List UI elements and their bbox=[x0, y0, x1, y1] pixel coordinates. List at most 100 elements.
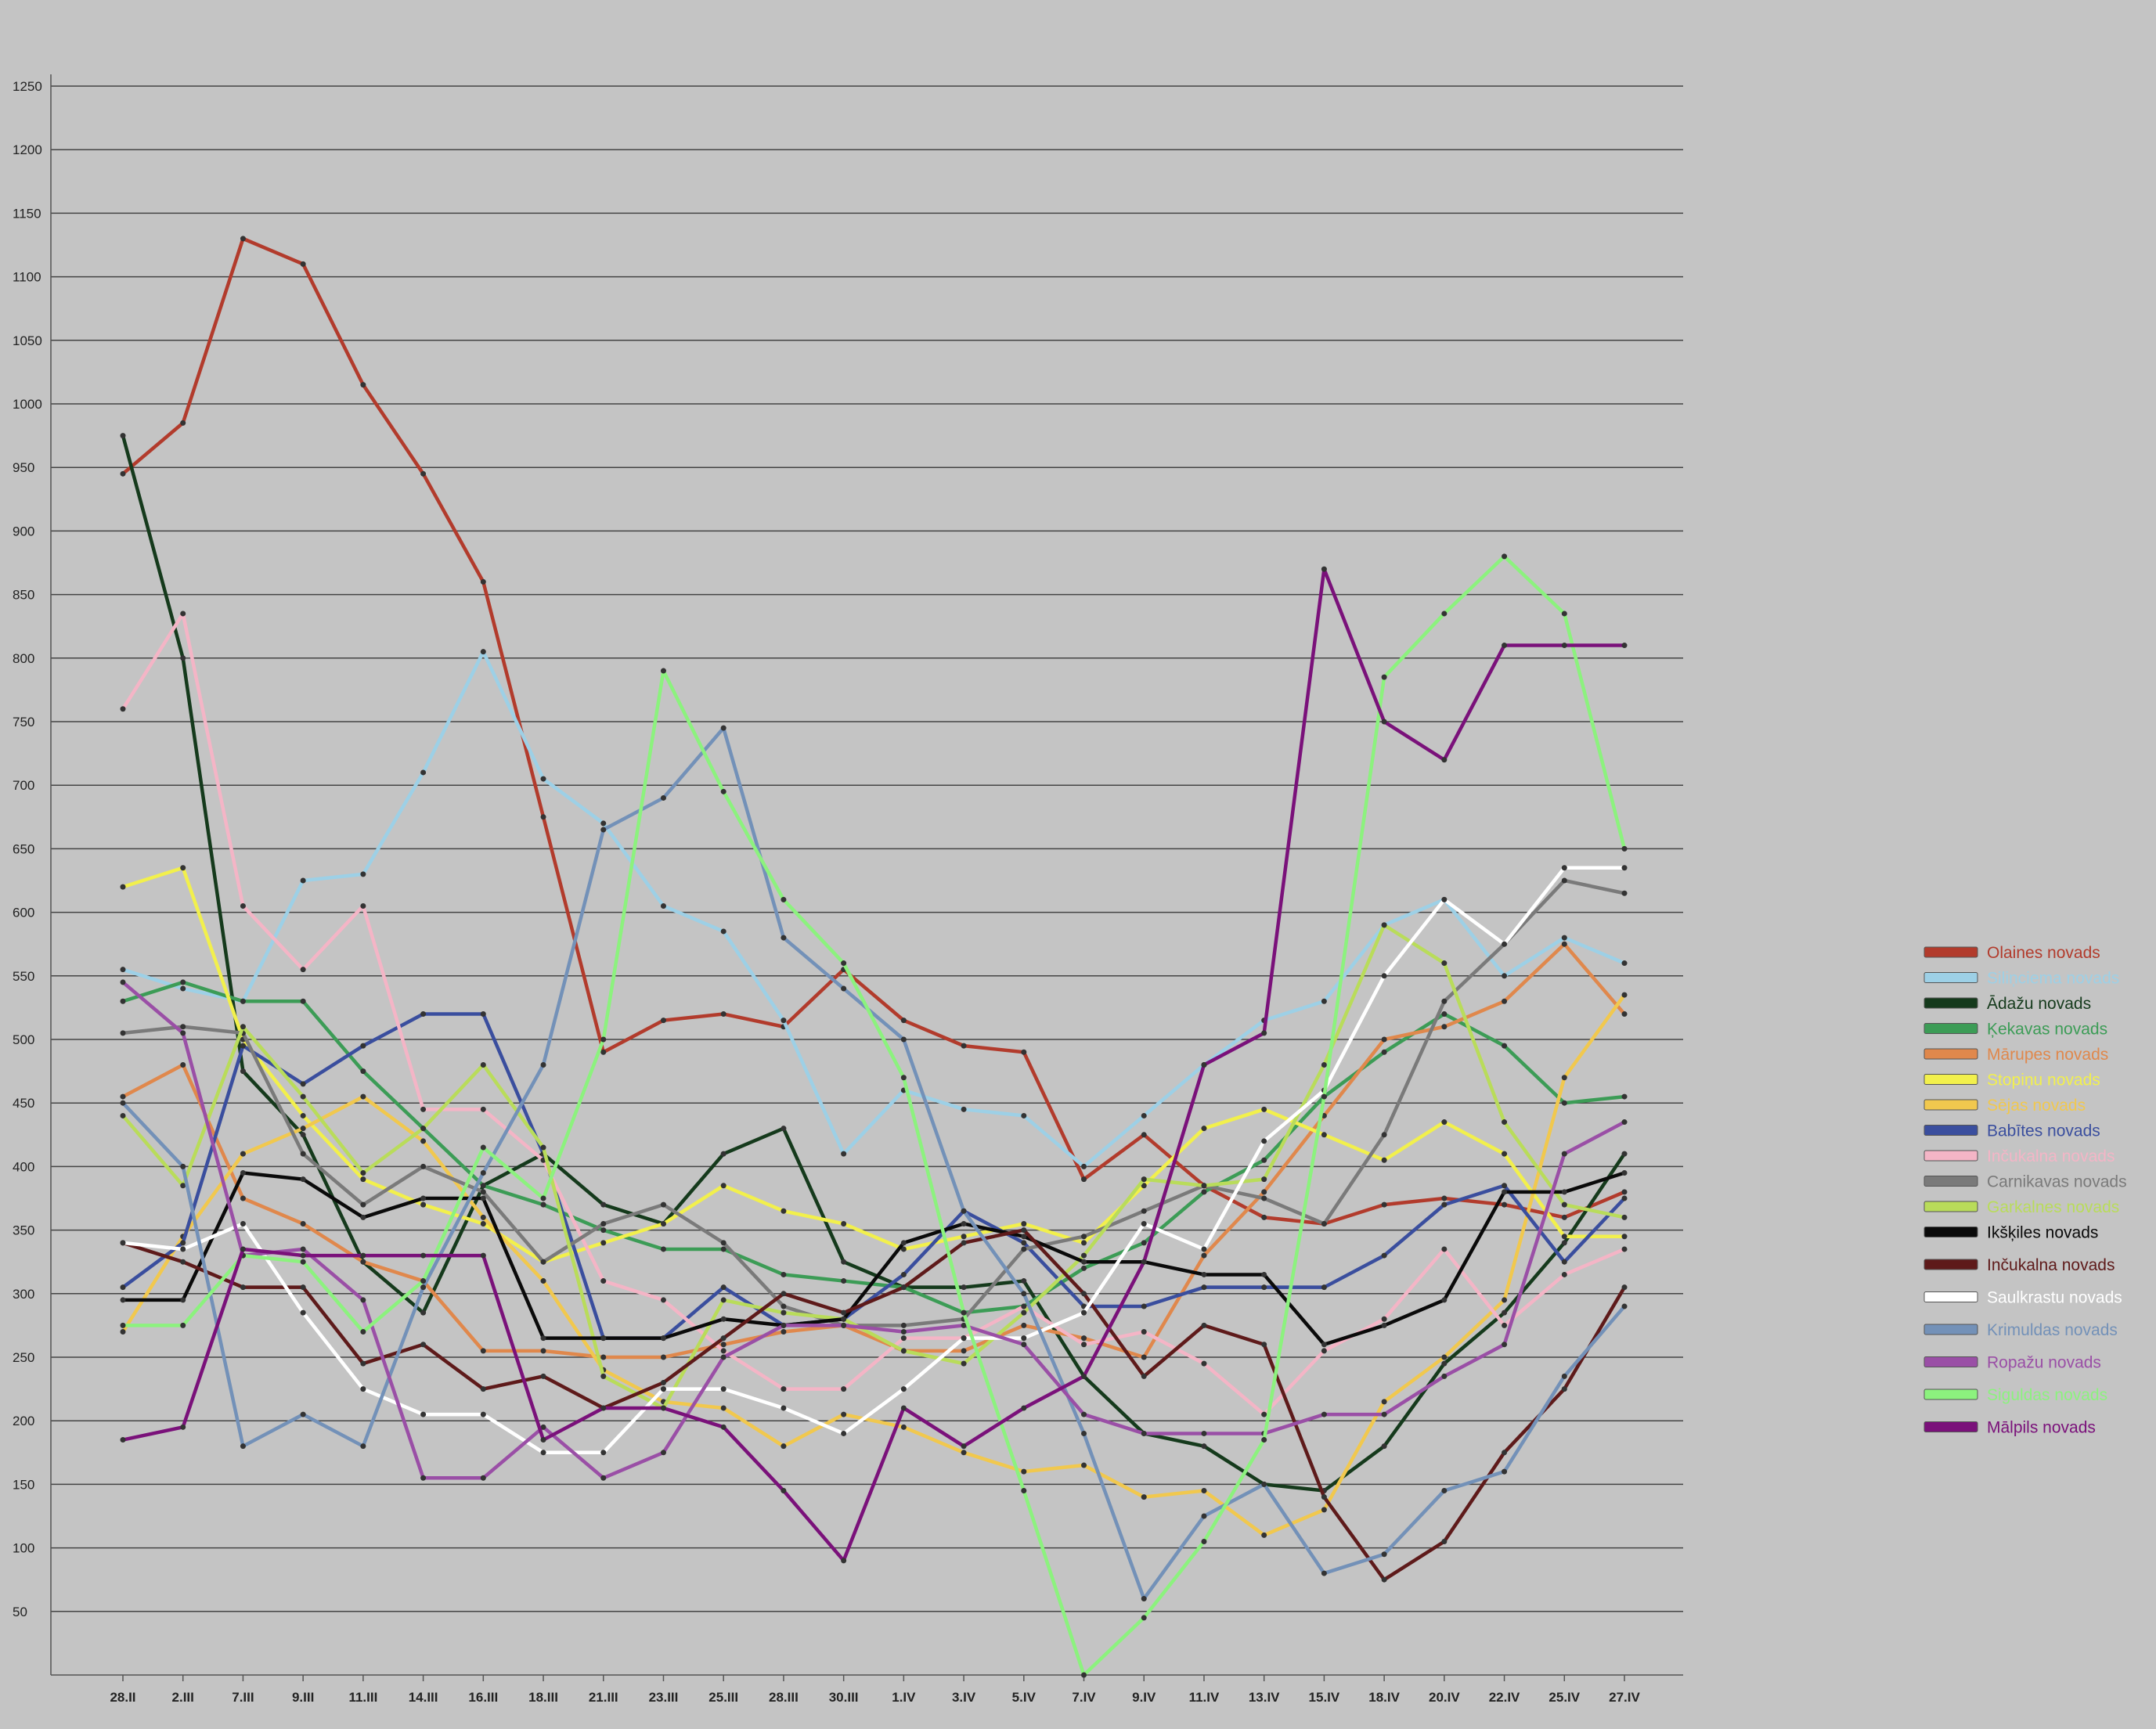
data-point bbox=[900, 1018, 907, 1024]
data-point bbox=[1561, 643, 1567, 649]
data-point bbox=[180, 1259, 186, 1265]
data-point bbox=[180, 979, 186, 985]
data-point bbox=[600, 1049, 607, 1055]
data-point bbox=[300, 1411, 306, 1417]
data-point bbox=[1261, 1214, 1267, 1220]
data-point bbox=[1321, 1507, 1327, 1513]
data-point bbox=[1081, 1291, 1087, 1297]
data-point bbox=[781, 1405, 787, 1411]
data-point bbox=[841, 1322, 847, 1328]
data-point bbox=[900, 1240, 907, 1246]
data-point bbox=[781, 1488, 787, 1494]
data-point bbox=[300, 1112, 306, 1118]
data-point bbox=[180, 1297, 186, 1303]
data-point bbox=[420, 1201, 427, 1208]
data-point bbox=[900, 1329, 907, 1335]
data-point bbox=[720, 1151, 726, 1157]
data-point bbox=[240, 1043, 246, 1049]
data-point bbox=[1141, 1259, 1147, 1265]
data-point bbox=[240, 1443, 246, 1450]
legend-swatch bbox=[1923, 1048, 1978, 1060]
data-point bbox=[900, 1405, 907, 1411]
data-point bbox=[600, 827, 607, 833]
data-point bbox=[900, 1284, 907, 1291]
series-line bbox=[121, 980, 1627, 1315]
data-point bbox=[240, 1024, 246, 1030]
data-point bbox=[1621, 890, 1628, 896]
data-point bbox=[1621, 1170, 1628, 1176]
data-point bbox=[1561, 1240, 1567, 1246]
data-point bbox=[300, 261, 306, 267]
data-point bbox=[1441, 1538, 1448, 1544]
data-point bbox=[1381, 973, 1387, 979]
data-point bbox=[1502, 553, 1508, 560]
data-point bbox=[1381, 1316, 1387, 1322]
data-point bbox=[720, 1284, 726, 1291]
data-point bbox=[1081, 1411, 1087, 1417]
data-point bbox=[1261, 1532, 1267, 1538]
legend-label: Babītes novads bbox=[1987, 1122, 2100, 1140]
data-point bbox=[720, 1424, 726, 1430]
data-point bbox=[1201, 1189, 1207, 1195]
data-point bbox=[540, 1348, 546, 1354]
data-point bbox=[1561, 935, 1567, 941]
data-point bbox=[1621, 1303, 1628, 1309]
legend-label: Olaines novads bbox=[1987, 944, 2100, 962]
data-point bbox=[660, 1335, 666, 1342]
data-point bbox=[1321, 1494, 1327, 1500]
data-point bbox=[540, 1195, 546, 1201]
data-point bbox=[300, 1093, 306, 1100]
x-tick-label: 23.III bbox=[649, 1690, 679, 1705]
data-point bbox=[1502, 1468, 1508, 1475]
data-point bbox=[1141, 1596, 1147, 1602]
data-point bbox=[420, 470, 427, 477]
data-point bbox=[1381, 1551, 1387, 1558]
data-point bbox=[781, 935, 787, 941]
legend-item: Carnikavas novads bbox=[1923, 1173, 2127, 1191]
data-point bbox=[1021, 1234, 1027, 1240]
data-point bbox=[1201, 1513, 1207, 1519]
axes bbox=[50, 74, 1683, 1676]
data-point bbox=[360, 902, 366, 909]
legend-item: Sējas novads bbox=[1923, 1097, 2086, 1115]
data-point bbox=[660, 1246, 666, 1252]
legend-item: Olaines novads bbox=[1923, 944, 2100, 962]
data-point bbox=[1261, 1481, 1267, 1487]
data-point bbox=[1441, 1119, 1448, 1126]
data-point bbox=[1502, 1189, 1508, 1195]
data-point bbox=[1621, 960, 1628, 967]
data-point bbox=[120, 1437, 126, 1443]
data-point bbox=[420, 1411, 427, 1417]
data-point bbox=[1081, 1234, 1087, 1240]
y-tick-label: 300 bbox=[13, 1287, 34, 1302]
data-point bbox=[120, 884, 126, 890]
data-point bbox=[781, 1126, 787, 1132]
data-point bbox=[1561, 1271, 1567, 1277]
data-point bbox=[781, 1208, 787, 1214]
legend-swatch bbox=[1923, 946, 1978, 958]
data-point bbox=[1441, 998, 1448, 1004]
legend-item: Inčukalna novads bbox=[1923, 1256, 2115, 1274]
data-point bbox=[1381, 719, 1387, 725]
data-point bbox=[720, 1342, 726, 1348]
legend-item: Siguldas novads bbox=[1923, 1386, 2107, 1404]
data-point bbox=[1321, 1284, 1327, 1291]
data-point bbox=[1561, 611, 1567, 617]
x-tick-label: 28.III bbox=[769, 1690, 799, 1705]
data-point bbox=[360, 1201, 366, 1208]
data-point bbox=[240, 902, 246, 909]
legend-swatch bbox=[1923, 1324, 1978, 1335]
legend-swatch bbox=[1923, 1291, 1978, 1302]
data-point bbox=[240, 1195, 246, 1201]
data-point bbox=[1321, 998, 1327, 1004]
data-point bbox=[480, 1189, 486, 1195]
data-point bbox=[360, 1297, 366, 1303]
data-point bbox=[1201, 1183, 1207, 1189]
data-point bbox=[660, 1018, 666, 1024]
legend-label: Garkalnes novads bbox=[1987, 1198, 2119, 1216]
data-point bbox=[420, 769, 427, 776]
y-tick-label: 350 bbox=[13, 1223, 34, 1238]
data-point bbox=[961, 1284, 967, 1291]
legend-label: Ādažu novads bbox=[1987, 995, 2091, 1013]
series-line bbox=[121, 650, 1627, 1169]
